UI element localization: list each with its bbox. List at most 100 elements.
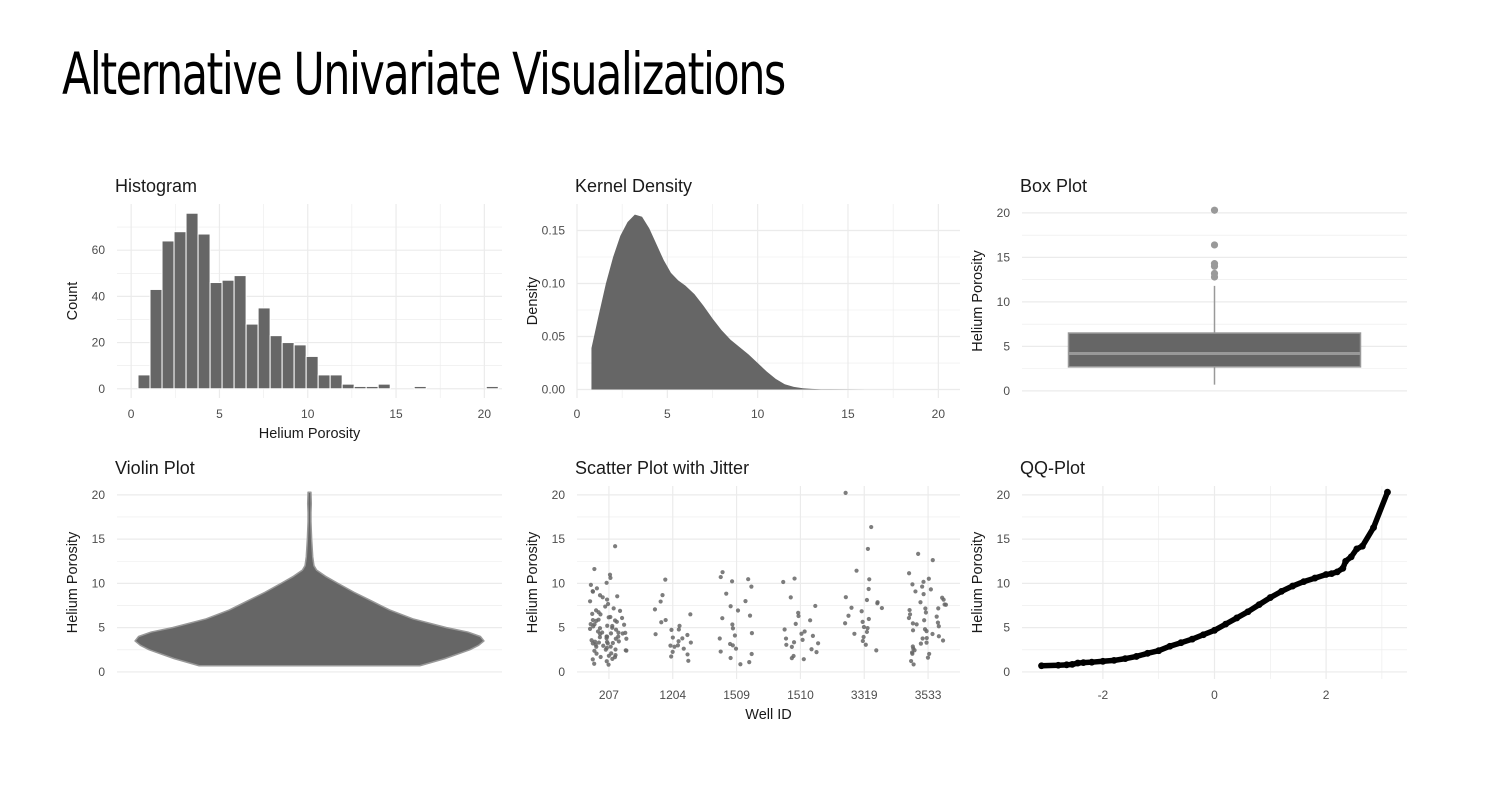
jitter-point bbox=[601, 643, 606, 648]
jitter-point bbox=[616, 634, 621, 639]
x-tick-label: 207 bbox=[599, 688, 619, 702]
jitter-point bbox=[936, 634, 941, 639]
x-tick-label: 15 bbox=[841, 407, 855, 421]
outlier-point bbox=[1210, 269, 1219, 278]
jitter-point bbox=[592, 622, 597, 627]
y-tick-label: 0 bbox=[98, 665, 105, 679]
jitter-point bbox=[936, 624, 941, 629]
jitter-point bbox=[935, 620, 941, 625]
x-tick-label: 5 bbox=[664, 407, 671, 421]
x-axis-label: Well ID bbox=[745, 707, 791, 723]
jitter-point bbox=[613, 653, 618, 658]
jitter-point bbox=[733, 646, 739, 651]
jitter-point bbox=[685, 632, 690, 638]
histogram-bar bbox=[197, 233, 211, 390]
jitter-point bbox=[854, 568, 859, 573]
y-tick-label: 15 bbox=[997, 250, 1011, 264]
jitter-point bbox=[604, 580, 609, 585]
y-tick-label: 20 bbox=[997, 488, 1011, 502]
jitter-point bbox=[607, 572, 613, 577]
jitter-point bbox=[670, 635, 675, 640]
y-tick-label: 0 bbox=[558, 665, 565, 679]
jitter-point bbox=[604, 597, 610, 602]
jitter-point bbox=[589, 638, 594, 643]
jitter-point bbox=[922, 627, 928, 632]
jitter-point bbox=[865, 626, 870, 631]
x-tick-label: 0 bbox=[1211, 688, 1218, 702]
jitter-point bbox=[594, 586, 600, 591]
x-tick-label: 1510 bbox=[787, 688, 814, 702]
jitter-point bbox=[720, 570, 725, 575]
histogram-bar bbox=[485, 385, 499, 390]
y-axis-label: Helium Porosity bbox=[525, 531, 541, 633]
jitter-point bbox=[801, 657, 806, 662]
jitter-point bbox=[672, 644, 677, 649]
jitter-point bbox=[611, 606, 616, 611]
jitter-point bbox=[921, 579, 926, 584]
jitter-point bbox=[598, 654, 603, 660]
y-axis-label: Helium Porosity bbox=[970, 531, 986, 633]
qq-plot-panel: 0 5 10 15 20 -2 0 2 QQ-Plot Helium Porosity bbox=[970, 458, 1407, 702]
y-tick-label: 40 bbox=[92, 289, 106, 303]
jitter-point bbox=[670, 649, 675, 655]
jitter-point bbox=[663, 617, 668, 623]
jitter-point bbox=[676, 627, 681, 632]
histogram-panel: 0 20 40 60 0 5 10 15 20 Histogram Count Helium Poro… bbox=[65, 176, 502, 442]
histogram-bar bbox=[209, 282, 223, 390]
histogram-bar bbox=[185, 212, 199, 390]
jitter-point bbox=[728, 604, 733, 609]
jitter-point bbox=[718, 649, 723, 654]
jitter-point bbox=[793, 621, 798, 626]
jitter-point bbox=[924, 640, 929, 645]
jitter-point bbox=[659, 620, 664, 625]
y-tick-label: 5 bbox=[1003, 339, 1010, 353]
jitter-point bbox=[808, 618, 813, 623]
density-area bbox=[591, 214, 867, 390]
y-tick-label: 5 bbox=[558, 621, 565, 635]
jitter-point bbox=[930, 631, 935, 637]
y-tick-label: 0.10 bbox=[542, 277, 566, 291]
kernel-density-panel: 0.00 0.05 0.10 0.15 0 5 10 15 20 Kernel Density De… bbox=[525, 176, 960, 421]
jitter-point bbox=[796, 613, 801, 619]
jitter-point bbox=[749, 631, 755, 636]
histogram-bar bbox=[257, 307, 271, 390]
y-axis-label: Count bbox=[65, 282, 81, 321]
jitter-point bbox=[861, 624, 867, 630]
jitter-point bbox=[613, 544, 618, 549]
jitter-point bbox=[906, 571, 912, 576]
jitter-point bbox=[681, 646, 686, 651]
jitter-point bbox=[927, 651, 932, 657]
jitter-point bbox=[934, 614, 939, 619]
histogram-bar bbox=[413, 385, 427, 390]
jitter-point bbox=[613, 627, 619, 632]
y-tick-label: 20 bbox=[997, 206, 1011, 220]
jitter-point bbox=[942, 602, 947, 607]
histogram-bar bbox=[161, 240, 175, 390]
jitter-point bbox=[910, 628, 916, 633]
histogram-bar bbox=[173, 231, 187, 390]
jitter-point bbox=[863, 642, 868, 647]
histogram-bar bbox=[365, 385, 379, 390]
y-tick-label: 5 bbox=[1003, 621, 1010, 635]
outlier-point bbox=[1210, 241, 1219, 249]
y-tick-label: 0.05 bbox=[542, 330, 566, 344]
jitter-point bbox=[814, 650, 819, 655]
histogram-bar bbox=[293, 344, 307, 390]
jitter-point bbox=[615, 594, 620, 599]
jitter-point bbox=[732, 633, 738, 638]
x-tick-label: 3319 bbox=[851, 688, 878, 702]
x-tick-label: 20 bbox=[478, 407, 492, 421]
jitter-point bbox=[913, 589, 918, 594]
jitter-point bbox=[610, 623, 615, 629]
jitter-point bbox=[669, 627, 674, 632]
jitter-point bbox=[867, 577, 872, 582]
jitter-point bbox=[606, 615, 611, 620]
jitter-point bbox=[592, 639, 598, 644]
jitter-point bbox=[940, 638, 946, 643]
y-tick-label: 0 bbox=[98, 382, 105, 396]
jitter-point bbox=[924, 635, 929, 641]
x-tick-label: 1509 bbox=[723, 688, 750, 702]
jitter-point bbox=[738, 662, 743, 667]
panel-title: Kernel Density bbox=[575, 176, 692, 196]
jitter-point bbox=[619, 615, 625, 621]
